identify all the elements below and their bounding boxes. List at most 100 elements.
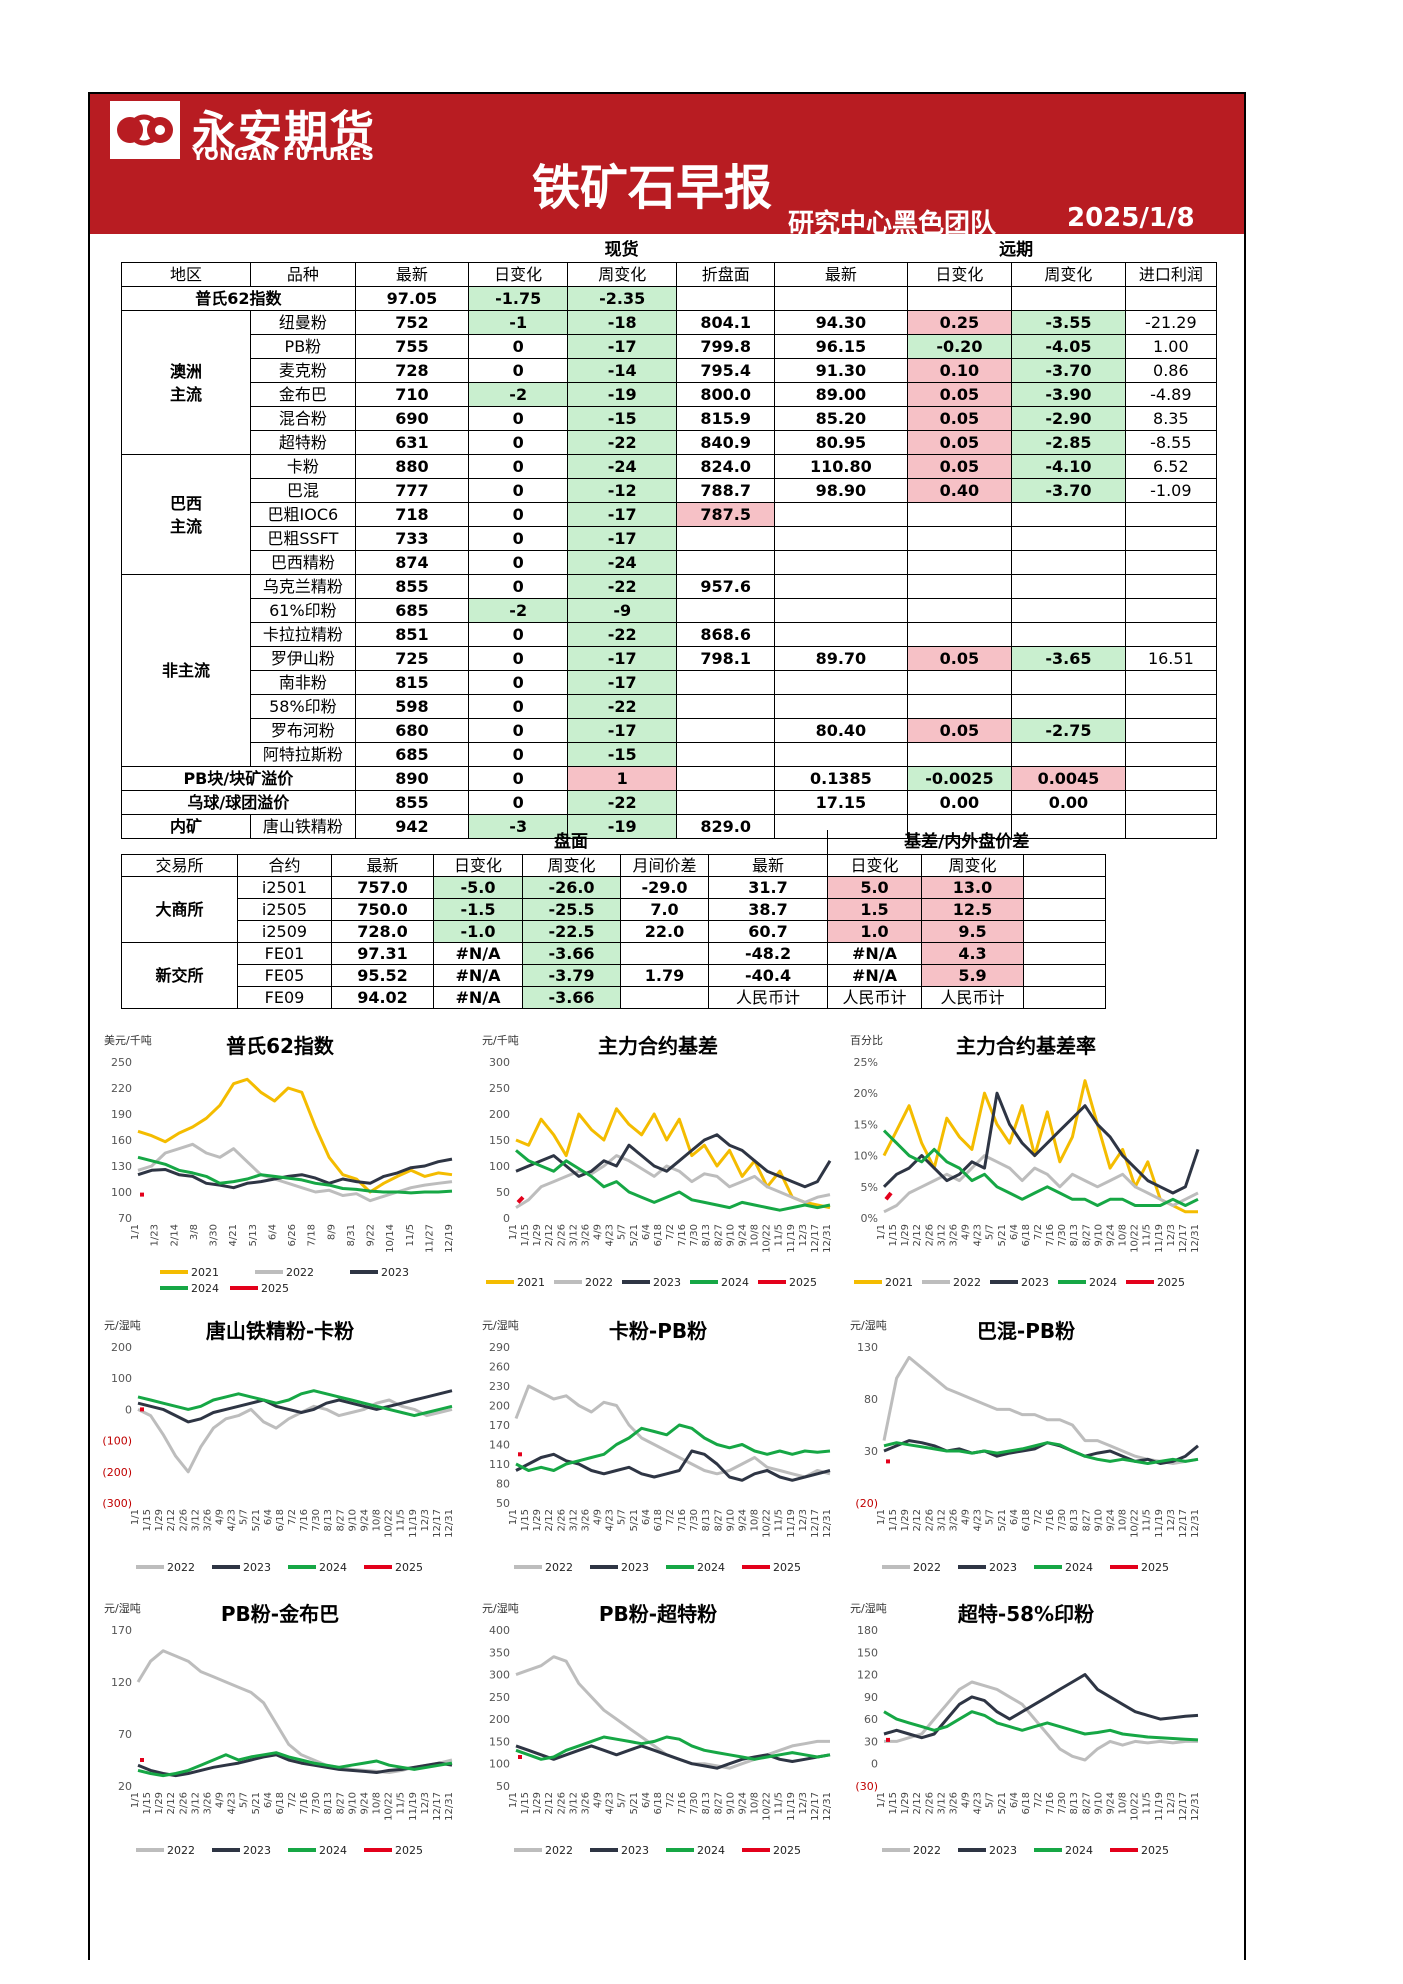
y-tick-label: 150 [489,1735,510,1748]
x-tick-label: 1/15 [520,1224,531,1246]
x-tick-label: 8/13 [1069,1792,1080,1814]
table-cell [1124,766,1218,791]
table-cell: -4.10 [1011,454,1126,479]
x-tick-label: 2/26 [924,1509,935,1531]
series-line-2023 [515,1133,832,1189]
x-tick-label: 3/26 [202,1792,213,1814]
chart-title: PB粉-超特粉 [598,1602,718,1626]
x-tick-label: 12/3 [798,1792,809,1814]
x-tick-label: 6/4 [641,1792,652,1808]
exchange-label: 大商所 [121,876,238,943]
table-cell: -19 [567,814,678,839]
column-header: 周变化 [921,854,1025,877]
x-tick-label: 12/3 [420,1792,431,1814]
x-tick-label: 5/21 [997,1792,1008,1814]
y-tick-label: 160 [111,1134,132,1147]
table-cell: 690 [354,406,470,431]
index-label: 普氏62指数 [121,286,356,311]
table-cell [676,790,776,815]
table-cell: -22 [567,694,678,719]
table-cell: -1.75 [468,286,569,311]
chart-plot: 250 220 190 160 130 100 701/1 1/23 2/14 3/8 3/30 4/… [111,1056,455,1295]
chart-plot: 25% 20% 15% 10% 5% 0%1/1 1/15 1/29 2/12 2/26 3/12 3… [854,1056,1201,1289]
x-tick-label: 6/26 [287,1224,298,1246]
y-tick-label: 100 [111,1186,132,1199]
x-tick-label: 7/2 [1033,1792,1044,1808]
x-tick-label: 8/27 [1081,1509,1092,1531]
x-tick-label: 9/10 [1093,1509,1104,1531]
legend-label: 2023 [381,1266,409,1279]
table-row: 58%印粉 598 0 -22 [122,694,1218,719]
chart-title: 唐山铁精粉-卡粉 [205,1319,355,1343]
x-tick-label: 12/17 [432,1792,443,1821]
x-tick-label: 6/4 [641,1509,652,1525]
table-cell: 内矿 [120,814,252,839]
x-tick-label: 6/4 [263,1792,274,1808]
table-row: FE05 95.52 #N/A -3.79 1.79 -40.4 #N/A 5.9 [122,964,1217,987]
series-line-2023 [882,1091,1200,1195]
x-tick-label: 11/19 [786,1224,797,1253]
table-cell: 80.40 [774,718,908,743]
x-tick-label: 3/12 [936,1224,947,1246]
x-tick-label: 9/24 [1105,1509,1116,1531]
table-cell: 0 [468,766,569,791]
x-tick-label: 1/1 [508,1792,519,1808]
table-cell: 718 [354,502,470,527]
product-name: 卡粉 [250,454,356,479]
table-cell: 0 [468,742,569,767]
x-tick-label: 8/13 [701,1224,712,1246]
x-tick-label: 2/26 [924,1792,935,1814]
chart-unit: 元/湿吨 [482,1602,519,1615]
x-tick-label: 8/13 [1069,1509,1080,1531]
table-cell: 85.20 [774,406,908,431]
series-line-2022 [514,1384,831,1479]
table-cell: 0.1385 [774,766,908,791]
x-tick-label: 11/19 [408,1792,419,1821]
y-tick-label: 50 [496,1497,510,1510]
x-tick-label: 8/27 [335,1792,346,1814]
product-name: PB粉 [250,334,356,359]
table-cell: 91.30 [774,358,908,383]
table-cell: -22 [567,574,678,599]
y-tick-label: 200 [489,1713,510,1726]
x-tick-label: 8/31 [346,1224,357,1246]
x-tick-label: 10/8 [750,1224,761,1246]
table-cell: 5.0 [827,876,923,899]
table-cell: -2.90 [1011,406,1126,431]
y-tick-label: 100 [489,1758,510,1771]
x-tick-label: 4/23 [227,1509,238,1531]
x-tick-label: 8/27 [335,1509,346,1531]
x-tick-label: 9/10 [347,1792,358,1814]
table-row: 巴粗SSFT 733 0 -17 [122,526,1218,551]
table-cell: 752 [354,310,470,335]
x-tick-label: 1/15 [888,1792,899,1814]
table-cell: 22.0 [619,920,710,943]
x-tick-label: 9/10 [1093,1792,1104,1814]
x-tick-label: 12/3 [1166,1224,1177,1246]
x-tick-label: 7/16 [677,1792,688,1814]
y-tick-label: 60 [864,1713,878,1726]
legend-label: 2024 [697,1561,725,1574]
table-cell [906,670,1013,695]
legend-label: 2025 [773,1561,801,1574]
x-tick-label: 3/26 [202,1509,213,1531]
y-tick-label: (200) [102,1466,132,1479]
x-tick-label: 9/24 [1105,1224,1116,1246]
x-tick-label: 2/26 [178,1792,189,1814]
table-cell [676,550,776,575]
legend-label: 2023 [243,1561,271,1574]
table-cell [1124,502,1218,527]
logo-english-text: YONGAN FUTURES [192,145,375,165]
table-row: i2505 750.0 -1.5 -25.5 7.0 38.7 1.5 12.5 [122,898,1217,921]
table-cell: 815 [354,670,470,695]
chart-unit: 元/湿吨 [104,1319,141,1332]
y-tick-label: 30 [864,1445,878,1458]
table-cell [1011,670,1126,695]
x-tick-label: 10/22 [1130,1224,1141,1253]
x-tick-label: 6/18 [1021,1224,1032,1246]
table-cell: 1.00 [1124,334,1218,359]
x-tick-label: 7/16 [1045,1509,1056,1531]
table-cell: -22 [567,790,678,815]
y-tick-label: 200 [489,1108,510,1121]
legend-label: 2021 [517,1276,545,1289]
